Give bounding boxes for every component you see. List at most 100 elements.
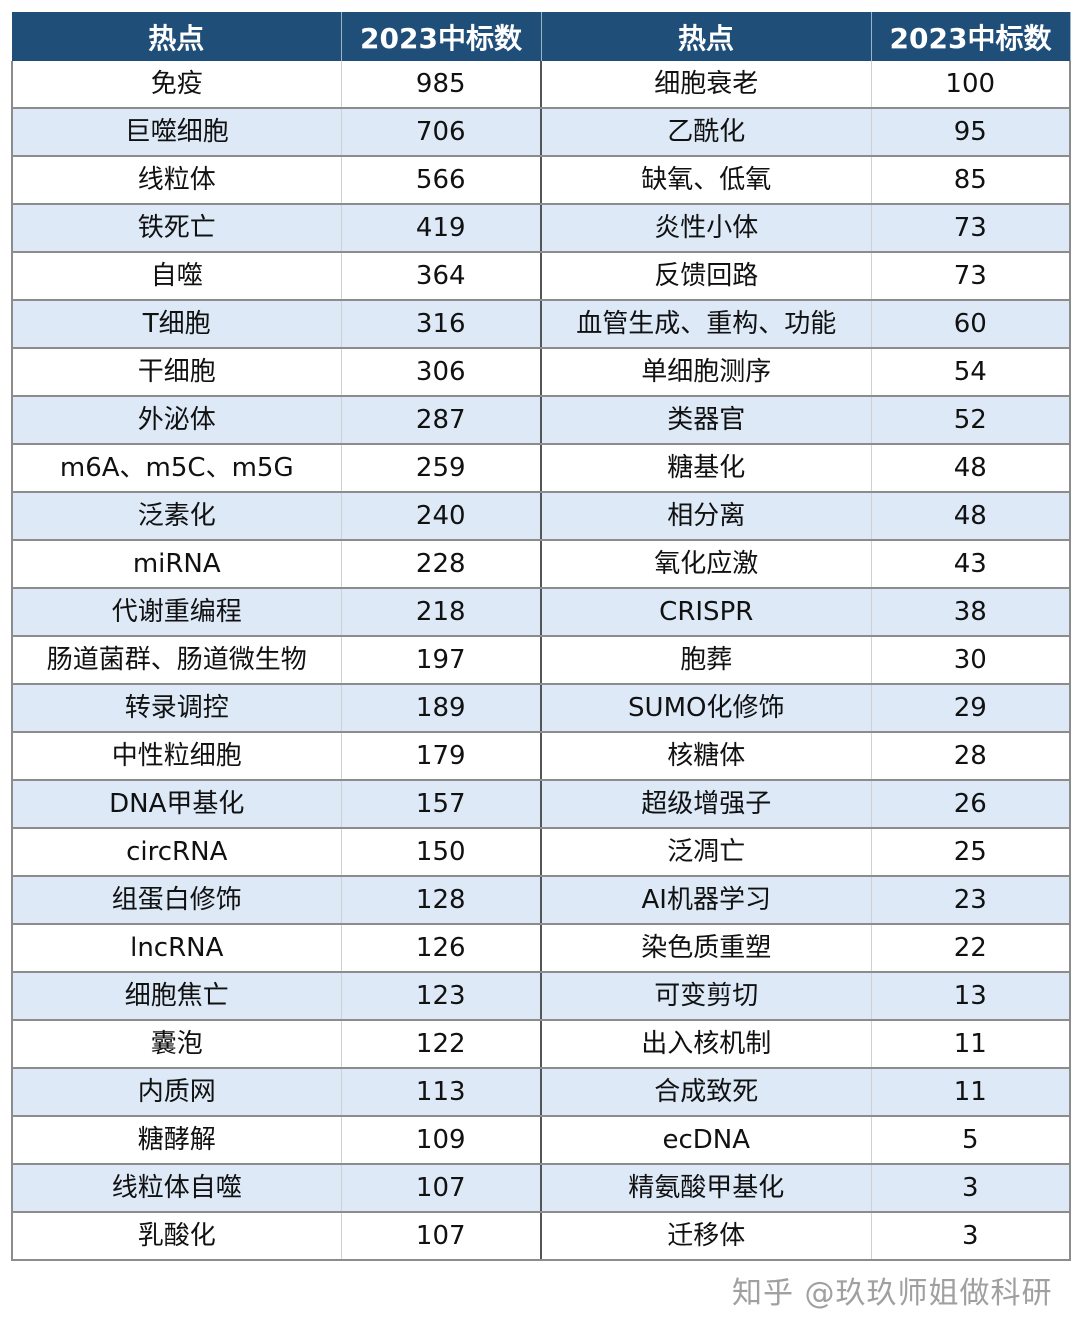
- cell-count-right: 54: [871, 348, 1071, 397]
- cell-hotspot-left: 泛素化: [11, 492, 342, 541]
- cell-hotspot-right: 合成致死: [540, 1068, 872, 1117]
- cell-hotspot-right: 出入核机制: [540, 1020, 872, 1069]
- cell-hotspot-left: 代谢重编程: [11, 588, 342, 637]
- cell-count-left: 113: [341, 1068, 542, 1117]
- table-row: 肠道菌群、肠道微生物 197 胞葬 30: [11, 636, 1071, 685]
- cell-count-right: 3: [871, 1212, 1071, 1261]
- table-row: 铁死亡 419 炎性小体 73: [11, 204, 1071, 253]
- cell-count-right: 11: [871, 1020, 1071, 1069]
- table-row: 组蛋白修饰 128 AI机器学习 23: [11, 876, 1071, 925]
- table-row: m6A、m5C、m5G 259 糖基化 48: [11, 444, 1071, 493]
- cell-count-right: 26: [871, 780, 1071, 829]
- cell-hotspot-left: 干细胞: [11, 348, 342, 397]
- cell-count-left: 157: [341, 780, 542, 829]
- cell-count-right: 95: [871, 108, 1071, 157]
- cell-count-right: 25: [871, 828, 1071, 877]
- table-row: miRNA 228 氧化应激 43: [11, 540, 1071, 589]
- cell-count-left: 150: [341, 828, 542, 877]
- cell-count-right: 43: [871, 540, 1071, 589]
- cell-count-left: 259: [341, 444, 542, 493]
- table-row: DNA甲基化 157 超级增强子 26: [11, 780, 1071, 829]
- cell-count-right: 11: [871, 1068, 1071, 1117]
- cell-count-left: 128: [341, 876, 542, 925]
- header-count-left: 2023中标数: [341, 12, 542, 61]
- cell-hotspot-left: T细胞: [11, 300, 342, 349]
- cell-count-left: 240: [341, 492, 542, 541]
- cell-hotspot-right: 糖基化: [540, 444, 872, 493]
- cell-hotspot-left: 囊泡: [11, 1020, 342, 1069]
- cell-count-right: 30: [871, 636, 1071, 685]
- cell-hotspot-left: 外泌体: [11, 396, 342, 445]
- cell-count-left: 985: [341, 61, 542, 109]
- cell-count-right: 48: [871, 444, 1071, 493]
- cell-hotspot-left: 线粒体自噬: [11, 1164, 342, 1213]
- table-row: 细胞焦亡 123 可变剪切 13: [11, 972, 1071, 1021]
- table-row: 线粒体自噬 107 精氨酸甲基化 3: [11, 1164, 1071, 1213]
- cell-hotspot-right: 炎性小体: [540, 204, 872, 253]
- header-count-right: 2023中标数: [871, 12, 1071, 61]
- cell-count-left: 123: [341, 972, 542, 1021]
- cell-count-left: 287: [341, 396, 542, 445]
- table-row: 转录调控 189 SUMO化修饰 29: [11, 684, 1071, 733]
- cell-count-right: 100: [871, 61, 1071, 109]
- table-body: 免疫 985 细胞衰老 100 巨噬细胞 706 乙酰化 95 线粒体 566 缺氧、低氧 85 铁死亡…: [11, 61, 1071, 1261]
- table-row: 巨噬细胞 706 乙酰化 95: [11, 108, 1071, 157]
- cell-hotspot-left: 巨噬细胞: [11, 108, 342, 157]
- cell-count-right: 5: [871, 1116, 1071, 1165]
- watermark: 知乎 @玖玖师姐做科研: [732, 1276, 1053, 1311]
- cell-count-left: 364: [341, 252, 542, 301]
- cell-hotspot-right: 类器官: [540, 396, 872, 445]
- hotspot-table: 热点 2023中标数 热点 2023中标数 免疫 985 细胞衰老 100 巨噬细胞 70…: [11, 12, 1071, 1261]
- table-row: 中性粒细胞 179 核糖体 28: [11, 732, 1071, 781]
- cell-hotspot-right: 缺氧、低氧: [540, 156, 872, 205]
- cell-count-right: 23: [871, 876, 1071, 925]
- cell-hotspot-right: 染色质重塑: [540, 924, 872, 973]
- table-row: lncRNA 126 染色质重塑 22: [11, 924, 1071, 973]
- cell-hotspot-right: 可变剪切: [540, 972, 872, 1021]
- cell-hotspot-left: 免疫: [11, 61, 342, 109]
- cell-count-left: 566: [341, 156, 542, 205]
- cell-count-left: 228: [341, 540, 542, 589]
- cell-hotspot-left: DNA甲基化: [11, 780, 342, 829]
- cell-hotspot-right: 细胞衰老: [540, 61, 872, 109]
- cell-count-left: 706: [341, 108, 542, 157]
- cell-hotspot-left: 铁死亡: [11, 204, 342, 253]
- cell-hotspot-right: 反馈回路: [540, 252, 872, 301]
- table-row: 糖酵解 109 ecDNA 5: [11, 1116, 1071, 1165]
- cell-count-right: 85: [871, 156, 1071, 205]
- cell-count-right: 38: [871, 588, 1071, 637]
- cell-hotspot-right: 胞葬: [540, 636, 872, 685]
- cell-hotspot-right: 核糖体: [540, 732, 872, 781]
- cell-hotspot-right: 超级增强子: [540, 780, 872, 829]
- table-row: 自噬 364 反馈回路 73: [11, 252, 1071, 301]
- cell-count-left: 316: [341, 300, 542, 349]
- cell-count-left: 109: [341, 1116, 542, 1165]
- table-row: 干细胞 306 单细胞测序 54: [11, 348, 1071, 397]
- cell-hotspot-left: 转录调控: [11, 684, 342, 733]
- cell-hotspot-right: AI机器学习: [540, 876, 872, 925]
- table-row: 线粒体 566 缺氧、低氧 85: [11, 156, 1071, 205]
- cell-hotspot-left: 组蛋白修饰: [11, 876, 342, 925]
- cell-count-left: 189: [341, 684, 542, 733]
- cell-hotspot-right: 乙酰化: [540, 108, 872, 157]
- cell-hotspot-right: ecDNA: [540, 1116, 872, 1165]
- cell-count-left: 197: [341, 636, 542, 685]
- cell-hotspot-right: 迁移体: [540, 1212, 872, 1261]
- cell-count-right: 28: [871, 732, 1071, 781]
- cell-hotspot-right: 氧化应激: [540, 540, 872, 589]
- cell-hotspot-left: 肠道菌群、肠道微生物: [11, 636, 342, 685]
- cell-hotspot-left: 糖酵解: [11, 1116, 342, 1165]
- table-row: T细胞 316 血管生成、重构、功能 60: [11, 300, 1071, 349]
- cell-hotspot-right: SUMO化修饰: [540, 684, 872, 733]
- table-row: 外泌体 287 类器官 52: [11, 396, 1071, 445]
- table-row: 乳酸化 107 迁移体 3: [11, 1212, 1071, 1261]
- table-row: 代谢重编程 218 CRISPR 38: [11, 588, 1071, 637]
- cell-count-right: 60: [871, 300, 1071, 349]
- cell-count-left: 179: [341, 732, 542, 781]
- cell-hotspot-left: lncRNA: [11, 924, 342, 973]
- table-row: 泛素化 240 相分离 48: [11, 492, 1071, 541]
- cell-hotspot-right: 血管生成、重构、功能: [540, 300, 872, 349]
- cell-count-left: 306: [341, 348, 542, 397]
- cell-count-right: 48: [871, 492, 1071, 541]
- cell-count-right: 13: [871, 972, 1071, 1021]
